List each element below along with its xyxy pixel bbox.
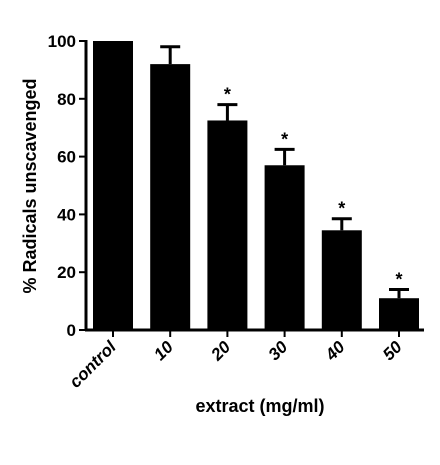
- x-tick-label-50: 50: [379, 337, 406, 364]
- y-axis-title: % Radicals unscavenged: [20, 78, 40, 293]
- y-tick-label-80: 80: [57, 90, 76, 109]
- bar-40: [321, 230, 362, 330]
- bar-20: [207, 120, 248, 330]
- x-tick-label-20: 20: [207, 337, 235, 365]
- error-bars-layer: [160, 45, 409, 299]
- significance-marker-30: *: [281, 129, 288, 149]
- x-ticks-layer: control 10 20 30 40 50: [66, 330, 406, 392]
- axes-layer: [84, 40, 424, 332]
- x-tick-label-40: 40: [321, 337, 349, 365]
- bar-control: [93, 41, 133, 330]
- x-tick-label-control: control: [66, 336, 121, 391]
- y-tick-label-100: 100: [48, 32, 76, 51]
- significance-marker-40: *: [338, 199, 345, 219]
- bar-10: [150, 64, 191, 331]
- bar-30: [264, 165, 305, 330]
- y-tick-label-60: 60: [57, 148, 76, 167]
- y-tick-label-40: 40: [57, 205, 76, 224]
- significance-annotations-layer: * * * *: [224, 85, 403, 290]
- significance-marker-50: *: [395, 270, 402, 290]
- x-tick-label-30: 30: [265, 337, 292, 364]
- bars-layer: [93, 41, 419, 331]
- y-tick-label-0: 0: [67, 321, 76, 340]
- y-tick-label-20: 20: [57, 263, 76, 282]
- x-tick-label-10: 10: [150, 337, 177, 364]
- y-ticks-layer: 0 20 40 60 80 100: [48, 32, 86, 340]
- bar-50: [379, 298, 419, 330]
- significance-marker-20: *: [224, 85, 231, 105]
- x-axis-title: extract (mg/ml): [195, 396, 324, 416]
